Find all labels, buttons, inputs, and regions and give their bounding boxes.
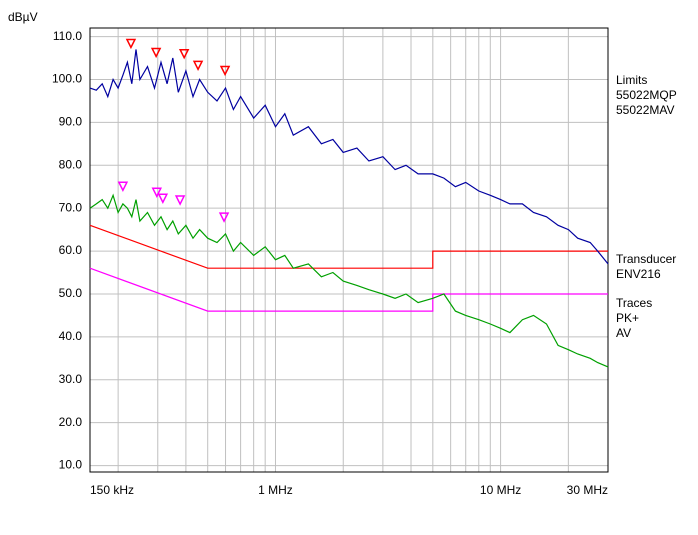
limit-line <box>89 224 608 269</box>
peak-marker <box>117 181 129 192</box>
peak-marker <box>150 47 162 59</box>
y-tick-label: 50.0 <box>59 286 83 300</box>
legend-entry: AV <box>616 326 631 340</box>
peak-marker <box>125 38 137 50</box>
legend-entry: ENV216 <box>616 267 661 281</box>
legend-entry: PK+ <box>616 311 639 325</box>
legend-title: Traces <box>616 296 652 310</box>
y-tick-label: 60.0 <box>59 243 83 257</box>
y-tick-label: 10.0 <box>59 458 83 472</box>
y-tick-label: 100.0 <box>52 72 82 86</box>
y-tick-label: 70.0 <box>59 200 83 214</box>
y-tick-label: 40.0 <box>59 329 83 343</box>
peak-marker <box>151 187 162 198</box>
peak-marker <box>178 48 190 60</box>
x-tick-label: 1 MHz <box>258 483 293 497</box>
legend-title: Limits <box>616 73 647 87</box>
peak-marker <box>219 65 231 77</box>
peak-marker <box>218 212 230 223</box>
x-tick-label: 30 MHz <box>567 483 608 497</box>
y-tick-label: 80.0 <box>59 157 83 171</box>
limit-line <box>89 267 608 312</box>
y-tick-label: 30.0 <box>59 372 83 386</box>
y-tick-label: 20.0 <box>59 415 83 429</box>
trace-line <box>89 49 609 265</box>
legend-entry: 55022MAV <box>616 103 674 117</box>
legend-title: Transducer <box>616 252 676 266</box>
y-tick-label: 90.0 <box>59 115 83 129</box>
y-tick-label: 110.0 <box>53 29 82 43</box>
peak-marker <box>174 195 186 206</box>
peak-marker <box>157 193 169 204</box>
y-axis-label: dBµV <box>8 10 38 24</box>
legend-entry: 55022MQP <box>616 88 677 102</box>
peak-marker <box>192 60 204 71</box>
trace-line <box>89 193 609 368</box>
x-tick-label: 150 kHz <box>90 483 134 497</box>
plot-border <box>89 27 609 473</box>
x-tick-label: 10 MHz <box>480 483 521 497</box>
